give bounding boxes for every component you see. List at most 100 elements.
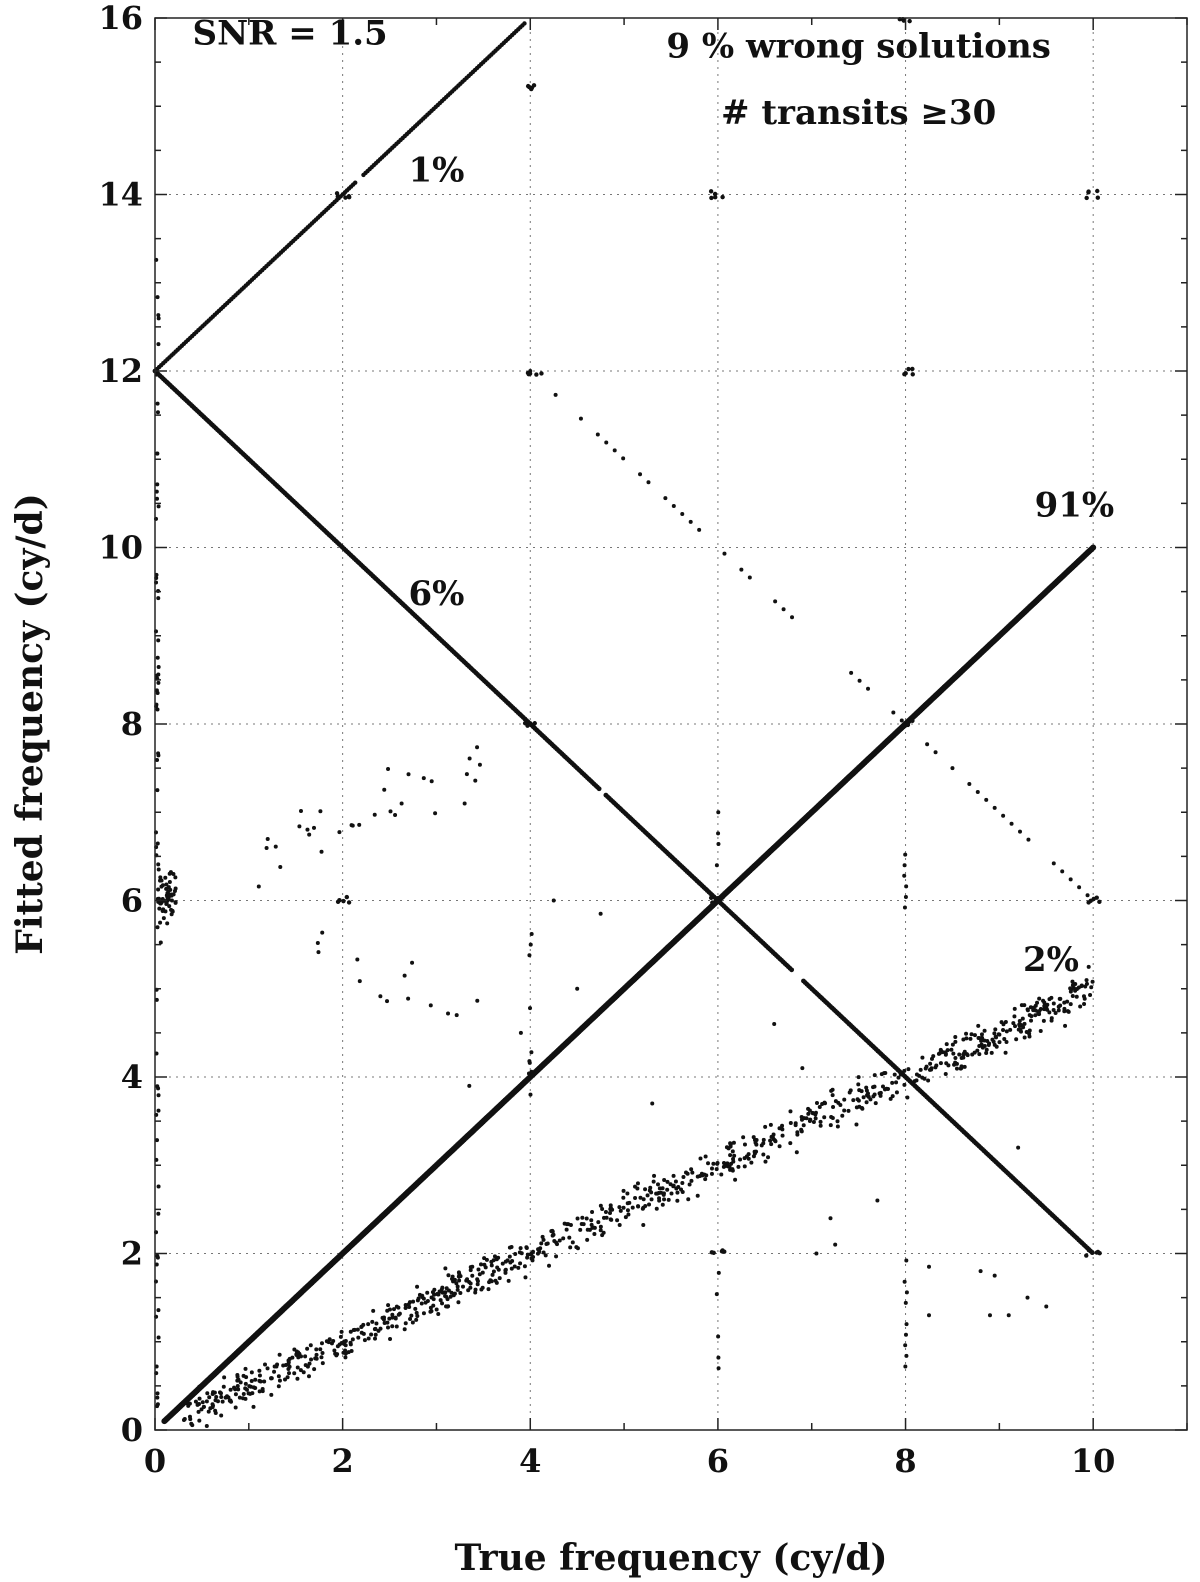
point-alias-half-x	[257, 1373, 262, 1378]
point-column-x0	[155, 841, 160, 846]
point-alias-half-x	[584, 1216, 589, 1221]
point-alias-half-x	[425, 1299, 430, 1304]
point-alias-half-x	[830, 1116, 835, 1121]
point-alias-half-x	[769, 1142, 774, 1147]
point-alias-half-x	[1042, 1000, 1047, 1005]
point-column-x0	[154, 1262, 159, 1267]
point-alias-half-x	[1090, 979, 1095, 984]
x-tick-label: 8	[894, 1442, 916, 1480]
point-cluster	[713, 195, 718, 200]
point-alias-half-x	[197, 1384, 202, 1389]
point-alias-half-x	[883, 1071, 888, 1076]
point-column-x0	[155, 295, 160, 300]
point-alias-16-minus-x	[553, 392, 558, 397]
point-alias-half-x	[545, 1241, 550, 1246]
point-cluster	[343, 195, 348, 200]
point-alias-half-x	[370, 1319, 375, 1324]
point-alias-half-x	[984, 1050, 989, 1055]
point-alias-half-x	[568, 1245, 573, 1250]
point-cluster-6	[163, 875, 168, 880]
point-alias-half-x	[564, 1227, 569, 1232]
point-alias-half-x	[362, 1338, 367, 1343]
point-alias-half-x	[982, 1038, 987, 1043]
point-alias-half-x	[449, 1290, 454, 1295]
point-alias-half-x	[366, 1336, 371, 1341]
point-alias-half-x	[1003, 1050, 1008, 1055]
point-alias-half-x	[649, 1197, 654, 1202]
point-alias-half-x	[562, 1221, 567, 1226]
point-alias-half-x	[699, 1171, 704, 1176]
point-cluster-6	[157, 906, 162, 911]
point-alias-half-x	[414, 1317, 419, 1322]
point-alias-half-x	[648, 1185, 653, 1190]
point-alias-16-minus-x	[1068, 877, 1073, 882]
point-alias-half-x	[604, 1215, 609, 1220]
point-column	[529, 1050, 534, 1055]
point-cluster-6	[173, 900, 178, 905]
point-alias-half-x	[199, 1407, 204, 1412]
point-alias-half-x	[319, 1341, 324, 1346]
point-column	[528, 1006, 533, 1011]
point-alias-half-x	[673, 1179, 678, 1184]
point-alias-half-x	[460, 1284, 465, 1289]
point-alias-half-x	[440, 1290, 445, 1295]
point-alias-half-x	[482, 1262, 487, 1267]
point-column-x0	[156, 680, 161, 685]
point-scatter-misc	[927, 1264, 931, 1269]
point-cluster-6	[168, 887, 173, 892]
point-alias-half-x	[235, 1383, 240, 1388]
point-alias-half-x	[348, 1329, 353, 1334]
point-alias-half-x	[1016, 1027, 1021, 1032]
point-column-x0	[155, 1255, 160, 1260]
point-cluster	[341, 898, 346, 904]
point-scatter-upper	[464, 772, 469, 777]
point-alias-half-x	[196, 1409, 201, 1414]
point-alias-half-x	[1013, 1024, 1018, 1029]
point-alias-half-x	[808, 1117, 813, 1122]
point-alias-half-x	[251, 1404, 256, 1409]
point-cluster	[526, 372, 531, 377]
point-alias-half-x	[1056, 1008, 1061, 1013]
point-alias-half-x	[222, 1375, 227, 1380]
point-alias-half-x	[780, 1127, 785, 1132]
point-alias-half-x	[214, 1395, 219, 1400]
point-alias-half-x	[894, 1090, 899, 1095]
point-alias-half-x	[1074, 994, 1079, 999]
point-column-x0	[156, 672, 161, 677]
point-column-x0	[156, 751, 161, 756]
point-alias-half-x	[994, 1035, 999, 1040]
point-alias-half-x	[204, 1399, 209, 1404]
point-alias-half-x	[615, 1218, 620, 1223]
point-alias-12-minus-x	[596, 786, 602, 792]
point-alias-half-x	[348, 1340, 353, 1345]
point-scatter-lower	[428, 1003, 433, 1008]
point-alias-half-x	[1003, 1019, 1008, 1024]
point-alias-half-x	[509, 1245, 514, 1250]
point-alias-half-x	[376, 1328, 381, 1333]
point-alias-half-x	[327, 1337, 332, 1342]
point-scatter-misc	[987, 1313, 992, 1318]
point-alias-half-x	[314, 1356, 319, 1361]
point-alias-half-x	[610, 1207, 615, 1212]
point-alias-half-x	[243, 1381, 248, 1386]
point-cluster	[720, 1248, 725, 1253]
point-alias-half-x	[645, 1193, 650, 1198]
point-alias-half-x	[479, 1262, 484, 1267]
point-alias-half-x	[541, 1250, 546, 1255]
point-alias-half-x	[953, 1055, 958, 1060]
point-alias-half-x	[968, 1036, 973, 1041]
point-scatter-upper	[298, 808, 303, 813]
point-alias-half-x	[780, 1123, 785, 1128]
point-alias-half-x	[470, 1273, 475, 1278]
point-alias-half-x	[516, 1265, 521, 1270]
point-alias-half-x	[993, 1027, 998, 1032]
point-alias-half-x	[643, 1204, 648, 1209]
point-alias-half-x	[1004, 1029, 1009, 1034]
point-column-x0	[155, 655, 160, 660]
point-alias-half-x	[1058, 1003, 1063, 1008]
point-alias-half-x	[864, 1088, 869, 1093]
point-alias-half-x	[388, 1336, 393, 1341]
point-alias-half-x	[283, 1377, 288, 1382]
point-alias-half-x	[1042, 1007, 1047, 1012]
point-alias-half-x	[287, 1371, 292, 1376]
